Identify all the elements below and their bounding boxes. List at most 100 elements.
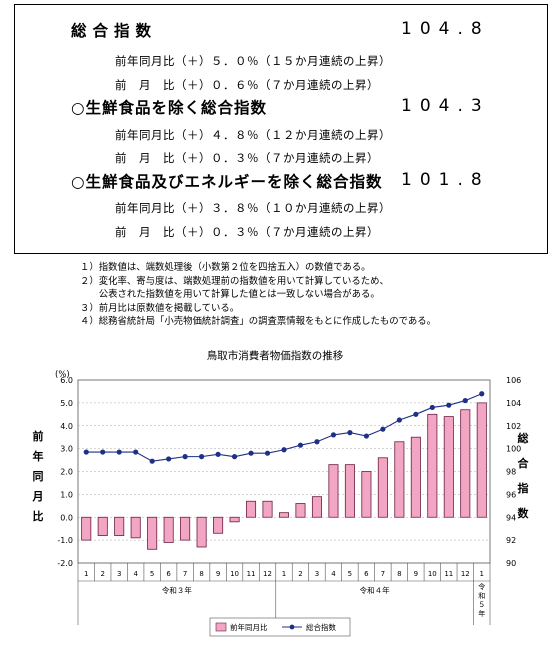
x-tick-label: 1 xyxy=(84,570,88,578)
bar-yoy xyxy=(213,516,224,534)
mom-text: 前 月 比（＋）０．３％（７か月連続の上昇） xyxy=(115,151,379,165)
y-tick-label-left: -2.0 xyxy=(57,559,73,568)
x-tick-label: 8 xyxy=(397,570,401,578)
y-axis-label-left-char: 比 xyxy=(33,509,44,523)
yoy-text: 前年同月比（＋）３．８％（１０か月連続の上昇） xyxy=(115,201,391,215)
summary-mom: 前 月 比（＋）０．６％（７か月連続の上昇） xyxy=(15,77,547,97)
point-index xyxy=(133,449,139,455)
summary-title: 総合指数 xyxy=(71,22,158,40)
y-tick-label-right: 106 xyxy=(506,376,521,385)
point-index xyxy=(347,430,353,436)
point-index xyxy=(215,451,221,457)
bar-yoy xyxy=(443,416,454,518)
footnote: ３）前月比は原数値を掲載している。 xyxy=(80,302,240,314)
point-index xyxy=(446,402,452,408)
bar-yoy xyxy=(427,413,438,518)
point-index xyxy=(396,417,402,423)
mom-text: 前 月 比（＋）０．３％（７か月連続の上昇） xyxy=(115,225,379,239)
x-tick-label: 4 xyxy=(133,570,138,578)
x-tick-label: 12 xyxy=(461,570,470,578)
y-tick-label-left: 3.0 xyxy=(60,445,73,454)
y-axis-label-left-char: 年 xyxy=(33,449,44,463)
y-axis-label-right-char: 指 xyxy=(518,481,529,495)
bar-yoy xyxy=(114,516,125,536)
x-tick-label: 1 xyxy=(480,570,484,578)
x-tick-label: 3 xyxy=(315,570,319,578)
point-index xyxy=(462,397,468,404)
point-index xyxy=(199,454,205,460)
point-index xyxy=(248,450,254,456)
y-tick-label-left: 0.0 xyxy=(60,513,73,522)
point-index xyxy=(116,449,122,455)
year-group-label-char: 年 xyxy=(478,609,485,618)
y-tick-label-right: 102 xyxy=(506,422,521,431)
point-index xyxy=(314,439,320,445)
point-index xyxy=(83,449,89,455)
bar-yoy xyxy=(476,402,487,518)
cpi-chart: 鳥取市消費者物価指数の推移 (%)6.0 5.0 4.0 3.0 2.0 1.0 0.0 -1.… xyxy=(32,350,530,637)
year-group-label: 令和３年 xyxy=(162,585,192,595)
x-tick-label: 11 xyxy=(444,570,453,578)
bar-yoy xyxy=(262,500,273,518)
bar-yoy xyxy=(295,503,306,518)
bar-yoy xyxy=(328,464,339,518)
footnote: ２）変化率、寄与度は、端数処理前の指数値を用いて計算しているため、 xyxy=(80,275,389,287)
y-tick-label-right: 100 xyxy=(506,445,521,454)
point-index xyxy=(281,447,287,453)
x-tick-label: 10 xyxy=(230,570,239,578)
footnote: 公表された指数値を用いて計算した値とは一致しない場合がある。 xyxy=(80,289,380,300)
bar-yoy xyxy=(163,516,174,543)
bar-yoy xyxy=(377,457,388,518)
bar-yoy xyxy=(81,516,92,541)
bar-yoy xyxy=(278,512,290,518)
x-tick-label: 7 xyxy=(381,570,385,578)
y-tick-label-left: 1.0 xyxy=(60,490,73,499)
summary-value: 104.8 xyxy=(401,19,490,39)
y-axis-label-left-char: 月 xyxy=(32,490,44,503)
bar-yoy xyxy=(394,441,405,518)
y-tick-label-right: 92 xyxy=(506,536,516,545)
chart-title: 鳥取市消費者物価指数の推移 xyxy=(207,350,344,362)
x-tick-label: 1 xyxy=(282,570,286,578)
y-tick-label-left: -1.0 xyxy=(57,536,73,545)
y-tick-label-left: 4.0 xyxy=(60,422,73,431)
summary-row-total: 総合指数 104.8 xyxy=(15,19,547,45)
year-group-label-char: ５ xyxy=(478,601,485,609)
bar-yoy xyxy=(460,409,471,518)
y-axis-label-right-char: 合 xyxy=(518,456,530,470)
footnote: ４）総務省統計局「小売物価統計調査」の調査票情報をもとに作成したものである。 xyxy=(80,316,436,327)
yoy-text: 前年同月比（＋）５．０％（１５か月連続の上昇） xyxy=(115,54,391,68)
summary-row-core: ○生鮮食品を除く総合指数 104.3 xyxy=(15,96,547,122)
x-tick-label: 5 xyxy=(348,570,352,578)
summary-yoy: 前年同月比（＋）３．８％（１０か月連続の上昇） xyxy=(15,200,547,220)
point-index xyxy=(149,458,155,464)
bar-yoy xyxy=(410,436,421,518)
point-index xyxy=(100,449,106,455)
bar-yoy xyxy=(147,516,158,550)
y-axis-label-right-char: 数 xyxy=(518,506,530,520)
year-group-label-char: 和 xyxy=(478,591,485,600)
point-index xyxy=(380,426,386,432)
y-tick-label-left: 2.0 xyxy=(60,468,73,477)
legend-swatch-bar xyxy=(215,622,227,632)
summary-mom: 前 月 比（＋）０．３％（７か月連続の上昇） xyxy=(15,224,547,244)
legend-box xyxy=(209,617,351,637)
x-tick-label: 9 xyxy=(216,570,220,578)
bar-yoy xyxy=(229,516,240,523)
x-tick-label: 12 xyxy=(263,570,272,578)
point-index xyxy=(297,442,304,448)
summary-title: ○生鮮食品及びエネルギーを除く総合指数 xyxy=(71,173,383,191)
year-group-label: 令和４年 xyxy=(360,585,390,595)
x-tick-label: 7 xyxy=(183,570,187,578)
summary-value: 101.8 xyxy=(401,170,490,190)
summary-title: ○生鮮食品を除く総合指数 xyxy=(71,99,268,117)
x-tick-label: 6 xyxy=(166,570,171,578)
y-tick-label-right: 90 xyxy=(506,559,516,568)
year-group-label-char: 令 xyxy=(478,582,485,591)
mom-text: 前 月 比（＋）０．６％（７か月連続の上昇） xyxy=(115,78,379,92)
point-index xyxy=(363,433,369,439)
y-tick-label-left: 5.0 xyxy=(60,399,73,408)
legend-label-line: 総合指数 xyxy=(306,622,336,632)
x-tick-label: 5 xyxy=(150,570,154,578)
bar-yoy xyxy=(180,516,191,541)
